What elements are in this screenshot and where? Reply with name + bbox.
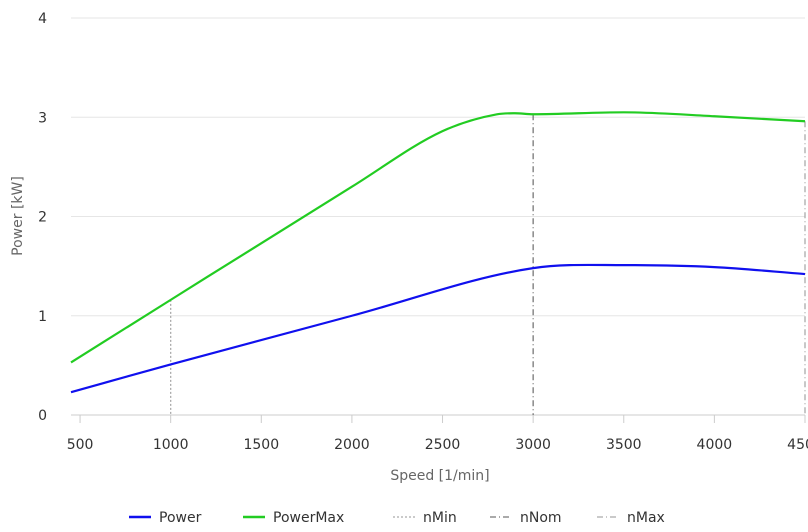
x-tick-label: 500 xyxy=(67,437,94,453)
y-tick-label: 1 xyxy=(38,309,47,325)
legend-item-power[interactable]: Power xyxy=(129,510,202,526)
y-tick-label: 3 xyxy=(38,110,47,126)
legend-label: nMax xyxy=(627,510,665,526)
data-series xyxy=(70,111,806,394)
legend-item-nmax[interactable]: nMax xyxy=(597,510,665,526)
x-tick-label: 1500 xyxy=(243,437,279,453)
y-tick-label: 4 xyxy=(38,11,47,27)
series-line-power xyxy=(70,263,806,394)
legend-label: Power xyxy=(159,510,202,526)
x-tick-label: 3000 xyxy=(515,437,551,453)
x-tick-label: 1000 xyxy=(153,437,189,453)
x-tick-label: 4000 xyxy=(697,437,733,453)
series-line-powermax xyxy=(70,111,806,364)
legend-item-nnom[interactable]: nNom xyxy=(490,510,562,526)
x-tick-label: 2500 xyxy=(425,437,461,453)
x-axis-title: Speed [1/min] xyxy=(390,468,489,484)
y-axis-ticks: 0 1 2 3 4 xyxy=(38,11,47,424)
legend-item-powermax[interactable]: PowerMax xyxy=(243,510,344,526)
y-tick-label: 2 xyxy=(38,210,47,226)
legend-label: nNom xyxy=(520,510,562,526)
gridlines xyxy=(71,17,805,416)
x-tick-label: 2000 xyxy=(334,437,370,453)
x-tick-label: 3500 xyxy=(606,437,642,453)
legend-label: nMin xyxy=(423,510,457,526)
legend-item-nmin[interactable]: nMin xyxy=(393,510,457,526)
legend-label: PowerMax xyxy=(273,510,344,526)
legend: Power PowerMax nMin nNom nMax xyxy=(129,510,665,526)
y-axis-title: Power [kW] xyxy=(10,176,26,256)
y-tick-label: 0 xyxy=(38,408,47,424)
speed-marker-lines xyxy=(170,114,806,415)
